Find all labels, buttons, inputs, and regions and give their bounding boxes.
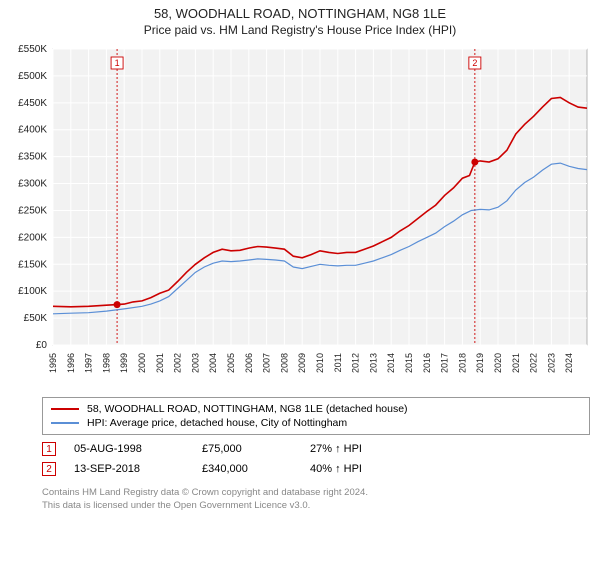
svg-text:2016: 2016 bbox=[422, 353, 432, 373]
svg-text:1: 1 bbox=[115, 58, 120, 68]
svg-text:2000: 2000 bbox=[137, 353, 147, 373]
footer-line-2: This data is licensed under the Open Gov… bbox=[42, 500, 590, 513]
svg-text:2008: 2008 bbox=[279, 353, 289, 373]
svg-text:2006: 2006 bbox=[244, 353, 254, 373]
svg-text:2015: 2015 bbox=[404, 353, 414, 373]
event-pct: 40% ↑ HPI bbox=[310, 463, 362, 475]
svg-text:£100K: £100K bbox=[18, 286, 47, 297]
event-marker: 2 bbox=[42, 462, 56, 476]
svg-text:£400K: £400K bbox=[18, 125, 47, 136]
footer-line-1: Contains HM Land Registry data © Crown c… bbox=[42, 487, 590, 500]
svg-text:2022: 2022 bbox=[529, 353, 539, 373]
event-row: 2 13-SEP-2018 £340,000 40% ↑ HPI bbox=[42, 459, 590, 479]
svg-text:£450K: £450K bbox=[18, 98, 47, 109]
svg-text:£300K: £300K bbox=[18, 179, 47, 190]
svg-text:£0: £0 bbox=[36, 340, 48, 351]
svg-text:2007: 2007 bbox=[262, 353, 272, 373]
svg-text:1995: 1995 bbox=[48, 353, 58, 373]
svg-text:2023: 2023 bbox=[546, 353, 556, 373]
svg-text:£550K: £550K bbox=[18, 44, 47, 55]
legend-row-1: 58, WOODHALL ROAD, NOTTINGHAM, NG8 1LE (… bbox=[51, 402, 581, 416]
svg-text:2005: 2005 bbox=[226, 353, 236, 373]
legend-swatch-1 bbox=[51, 408, 79, 410]
svg-text:2012: 2012 bbox=[351, 353, 361, 373]
svg-text:2014: 2014 bbox=[386, 353, 396, 373]
footer: Contains HM Land Registry data © Crown c… bbox=[42, 487, 590, 513]
svg-text:1999: 1999 bbox=[119, 353, 129, 373]
svg-text:£50K: £50K bbox=[24, 313, 48, 324]
svg-text:2004: 2004 bbox=[208, 353, 218, 373]
svg-text:2017: 2017 bbox=[440, 353, 450, 373]
svg-text:£150K: £150K bbox=[18, 259, 47, 270]
svg-text:2002: 2002 bbox=[173, 353, 183, 373]
svg-text:2: 2 bbox=[472, 58, 477, 68]
svg-text:2020: 2020 bbox=[493, 353, 503, 373]
event-date: 13-SEP-2018 bbox=[74, 463, 184, 475]
svg-text:2003: 2003 bbox=[190, 353, 200, 373]
event-row: 1 05-AUG-1998 £75,000 27% ↑ HPI bbox=[42, 439, 590, 459]
svg-text:£200K: £200K bbox=[18, 232, 47, 243]
svg-text:2009: 2009 bbox=[297, 353, 307, 373]
svg-text:2013: 2013 bbox=[368, 353, 378, 373]
legend-label-1: 58, WOODHALL ROAD, NOTTINGHAM, NG8 1LE (… bbox=[87, 403, 408, 415]
legend: 58, WOODHALL ROAD, NOTTINGHAM, NG8 1LE (… bbox=[42, 397, 590, 435]
svg-text:2019: 2019 bbox=[475, 353, 485, 373]
legend-swatch-2 bbox=[51, 422, 79, 424]
svg-text:2001: 2001 bbox=[155, 353, 165, 373]
chart-subtitle: Price paid vs. HM Land Registry's House … bbox=[0, 23, 600, 37]
legend-row-2: HPI: Average price, detached house, City… bbox=[51, 416, 581, 430]
chart-area: £0 £50K £100K £150K £200K £250K £300K £350K £400… bbox=[5, 41, 595, 391]
event-price: £340,000 bbox=[202, 463, 292, 475]
event-price: £75,000 bbox=[202, 443, 292, 455]
svg-text:£350K: £350K bbox=[18, 152, 47, 163]
chart-svg: £0 £50K £100K £150K £200K £250K £300K £350K £400… bbox=[5, 41, 595, 391]
legend-label-2: HPI: Average price, detached house, City… bbox=[87, 417, 347, 429]
event-date: 05-AUG-1998 bbox=[74, 443, 184, 455]
svg-text:1998: 1998 bbox=[101, 353, 111, 373]
svg-text:2021: 2021 bbox=[511, 353, 521, 373]
events-table: 1 05-AUG-1998 £75,000 27% ↑ HPI2 13-SEP-… bbox=[42, 439, 590, 479]
svg-text:2024: 2024 bbox=[564, 353, 574, 373]
event-marker: 1 bbox=[42, 442, 56, 456]
event-pct: 27% ↑ HPI bbox=[310, 443, 362, 455]
svg-text:2018: 2018 bbox=[457, 353, 467, 373]
svg-text:£500K: £500K bbox=[18, 71, 47, 82]
svg-text:2010: 2010 bbox=[315, 353, 325, 373]
chart-title: 58, WOODHALL ROAD, NOTTINGHAM, NG8 1LE bbox=[0, 6, 600, 21]
svg-text:2011: 2011 bbox=[333, 353, 343, 372]
svg-text:1996: 1996 bbox=[66, 353, 76, 373]
svg-text:1997: 1997 bbox=[84, 353, 94, 373]
svg-text:£250K: £250K bbox=[18, 205, 47, 216]
